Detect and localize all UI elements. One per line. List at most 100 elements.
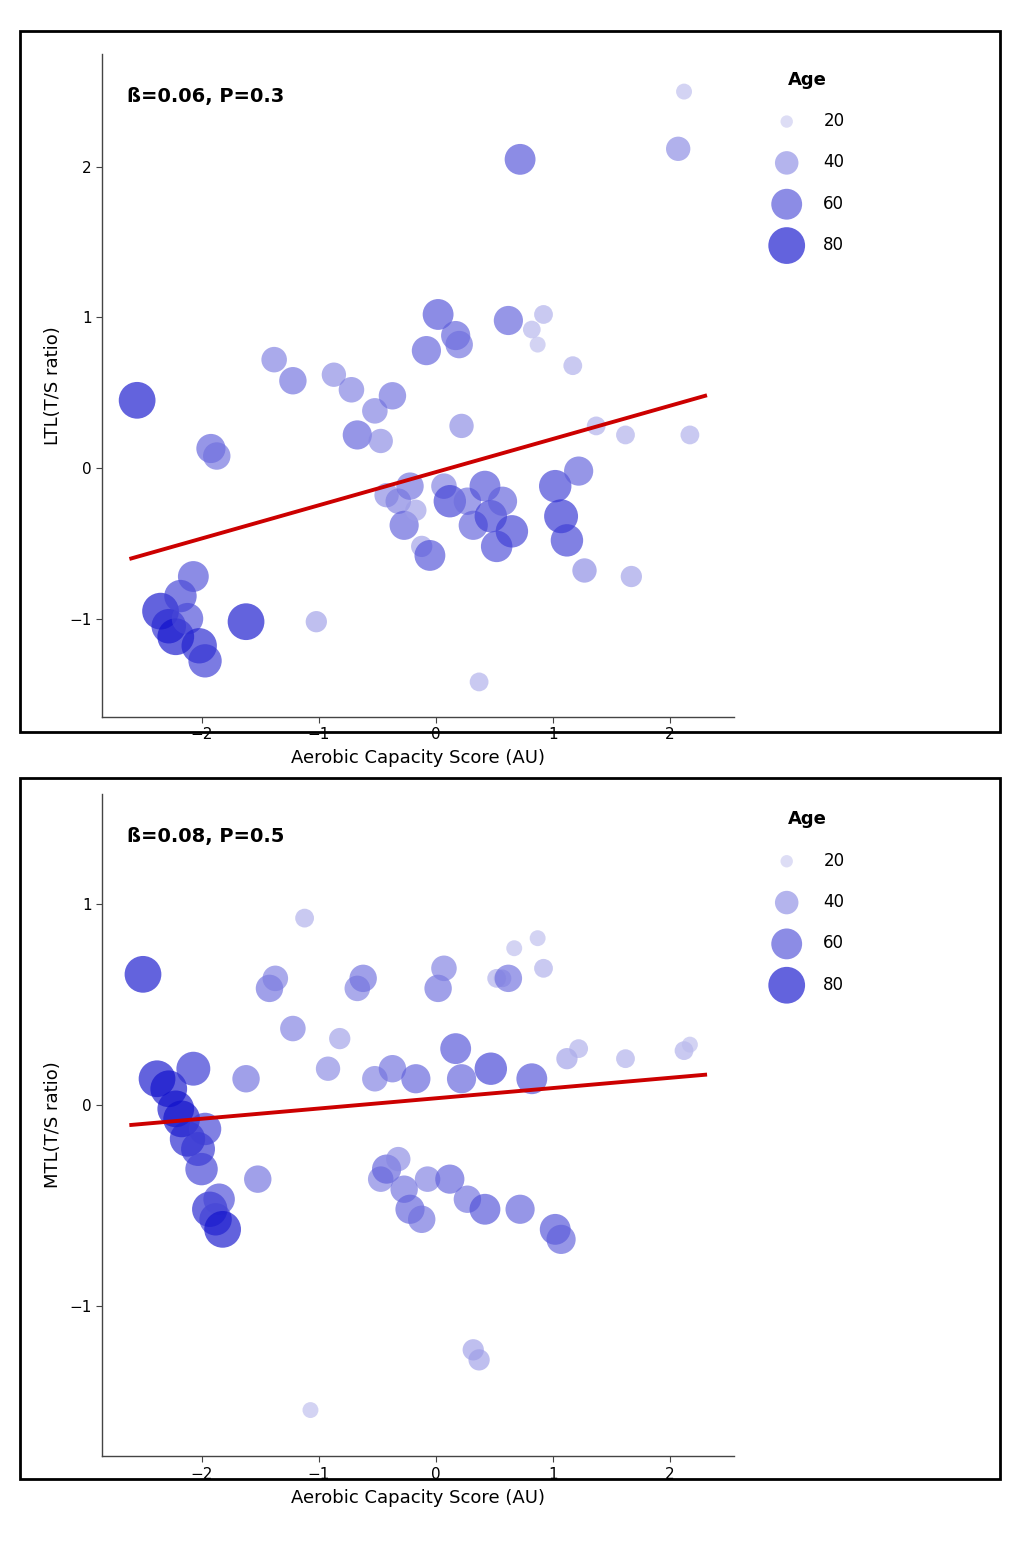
Point [499, 966, 516, 991]
Point [482, 1057, 498, 1082]
Point [452, 413, 469, 438]
Point [395, 513, 412, 538]
Point [546, 473, 562, 498]
Point [419, 1167, 435, 1191]
Point [267, 966, 283, 991]
Point [535, 955, 551, 980]
Legend: 20, 40, 60, 80: 20, 40, 60, 80 [761, 801, 852, 1002]
Point [570, 459, 586, 484]
Point [512, 146, 528, 171]
Point [430, 975, 446, 1000]
Point [447, 1036, 464, 1060]
Point [395, 1177, 412, 1202]
Point [488, 966, 504, 991]
Point [676, 1039, 692, 1063]
Point [191, 633, 207, 658]
Point [297, 906, 313, 931]
Point [623, 564, 639, 589]
Point [681, 422, 697, 447]
Point [616, 422, 633, 447]
Point [505, 935, 522, 960]
Point [190, 1137, 206, 1162]
Point [284, 368, 301, 393]
Point [523, 1066, 539, 1091]
Point [372, 1167, 388, 1191]
Y-axis label: LTL(T/S ratio): LTL(T/S ratio) [44, 325, 62, 445]
Point [152, 599, 168, 624]
Point [565, 353, 581, 378]
Point [372, 428, 388, 453]
Point [384, 1057, 400, 1082]
Point [435, 473, 451, 498]
Point [167, 624, 183, 649]
Point [616, 1046, 633, 1071]
Point [179, 1126, 196, 1151]
Point [197, 1117, 213, 1142]
Point [160, 1077, 176, 1102]
Point [237, 1066, 254, 1091]
Point [465, 513, 481, 538]
Point [558, 529, 575, 553]
Point [378, 482, 394, 507]
Point [214, 1217, 230, 1242]
Point [418, 339, 434, 364]
Point [588, 413, 604, 438]
Point [499, 308, 516, 333]
Point [570, 1036, 586, 1060]
Point [529, 926, 545, 951]
Point [465, 1338, 481, 1362]
Point [408, 498, 424, 522]
Point [135, 962, 151, 986]
Point [128, 388, 145, 413]
Point [558, 1046, 575, 1071]
Point [160, 613, 176, 638]
Point [173, 1106, 190, 1131]
Point [378, 1157, 394, 1182]
Point [207, 1207, 223, 1231]
Point [401, 1197, 418, 1222]
Point [348, 975, 365, 1000]
Legend: 20, 40, 60, 80: 20, 40, 60, 80 [761, 62, 852, 262]
Point [413, 535, 429, 559]
Point [421, 542, 437, 567]
Point [503, 519, 520, 544]
Point [669, 137, 686, 162]
Point [529, 333, 545, 358]
Point [149, 1066, 165, 1091]
Point [197, 649, 213, 673]
Y-axis label: MTL(T/S ratio): MTL(T/S ratio) [44, 1062, 62, 1188]
X-axis label: Aerobic Capacity Score (AU): Aerobic Capacity Score (AU) [290, 1489, 545, 1507]
Point [435, 955, 451, 980]
Point [488, 535, 504, 559]
Point [471, 1347, 487, 1371]
Point [512, 1197, 528, 1222]
Point [452, 1066, 469, 1091]
Point [261, 975, 277, 1000]
Point [476, 473, 492, 498]
Point [494, 488, 511, 513]
Point [494, 966, 511, 991]
Point [459, 488, 475, 513]
Point [459, 1187, 475, 1211]
Point [202, 1197, 218, 1222]
Point [266, 347, 282, 371]
X-axis label: Aerobic Capacity Score (AU): Aerobic Capacity Score (AU) [290, 749, 545, 767]
Point [167, 1097, 183, 1122]
Point [367, 1066, 383, 1091]
Point [523, 317, 539, 342]
Point [355, 966, 371, 991]
Point [430, 302, 446, 327]
Point [441, 488, 458, 513]
Point [482, 504, 498, 529]
Point [447, 324, 464, 348]
Point [441, 1167, 458, 1191]
Point [320, 1057, 336, 1082]
Point [331, 1026, 347, 1051]
Point [401, 473, 418, 498]
Point [552, 1227, 569, 1251]
Point [450, 333, 467, 358]
Point [172, 584, 189, 609]
Point [185, 1057, 202, 1082]
Point [389, 488, 406, 513]
Point [343, 378, 360, 402]
